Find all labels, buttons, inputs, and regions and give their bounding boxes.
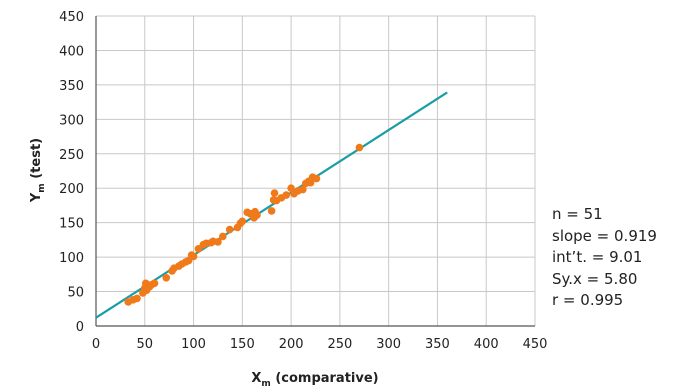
x-tick-label: 400 xyxy=(474,337,499,352)
y-tick-label: 50 xyxy=(67,286,84,301)
data-point xyxy=(312,174,321,183)
axes xyxy=(95,16,535,327)
x-tick-label: 100 xyxy=(181,337,206,352)
data-point xyxy=(253,211,261,219)
data-points xyxy=(124,143,364,306)
data-point xyxy=(299,185,307,194)
data-point xyxy=(162,273,171,282)
data-point xyxy=(225,225,234,234)
y-tick-label: 200 xyxy=(59,182,84,197)
y-tick-label: 400 xyxy=(59,44,84,59)
stat-r: r = 0.995 xyxy=(552,291,624,309)
regression-stats: n = 51 slope = 0.919 int’t. = 9.01 Sy.x … xyxy=(552,204,657,312)
grid-lines xyxy=(95,15,536,327)
stat-slope: slope = 0.919 xyxy=(552,226,657,245)
x-tick-label: 350 xyxy=(425,337,450,352)
data-point xyxy=(282,191,291,199)
x-tick-label: 150 xyxy=(230,337,255,352)
x-tick-labels: 0 50 100 150 200 250 300 350 400 450 xyxy=(92,337,548,352)
y-tick-label: 150 xyxy=(59,217,84,232)
data-point xyxy=(150,279,159,288)
x-tick-label: 250 xyxy=(327,337,352,352)
data-point xyxy=(267,207,276,215)
data-point xyxy=(355,143,364,152)
data-point xyxy=(219,232,227,241)
y-tick-label: 300 xyxy=(59,113,84,128)
stat-syx: Sy.x = 5.80 xyxy=(552,269,638,288)
x-tick-label: 450 xyxy=(523,337,548,352)
y-tick-label: 350 xyxy=(59,79,84,94)
x-tick-label: 0 xyxy=(92,337,100,352)
y-axis-title: Ym (test) xyxy=(29,138,47,203)
x-tick-label: 300 xyxy=(376,337,401,352)
x-tick-label: 50 xyxy=(137,337,154,352)
data-point xyxy=(189,252,198,261)
data-point xyxy=(270,189,279,197)
y-tick-label: 250 xyxy=(59,148,84,163)
data-point xyxy=(238,217,247,226)
x-tick-label: 200 xyxy=(279,337,304,352)
y-tick-label: 0 xyxy=(76,320,84,335)
y-tick-label: 100 xyxy=(59,251,84,266)
stat-n: n = 51 xyxy=(552,205,603,223)
x-axis-title: Xm (comparative) xyxy=(251,371,378,389)
y-tick-label: 450 xyxy=(59,10,84,25)
y-tick-labels: 0 50 100 150 200 250 300 350 400 450 xyxy=(59,10,84,335)
data-point xyxy=(214,238,222,246)
stat-intercept: int’t. = 9.01 xyxy=(552,248,643,266)
data-point xyxy=(133,294,141,303)
